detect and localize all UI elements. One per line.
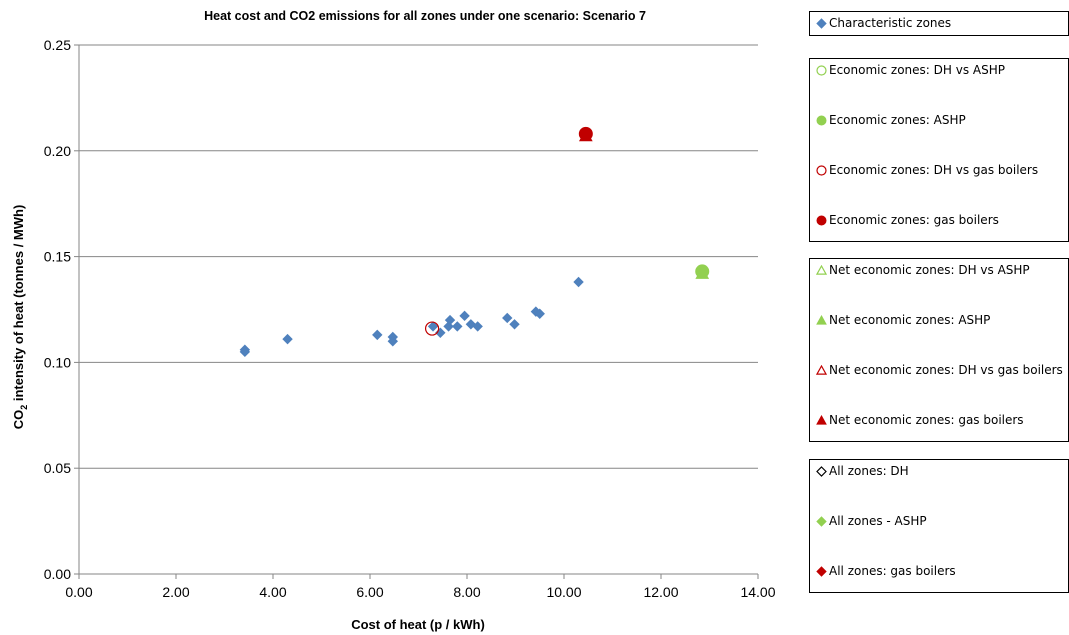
legend-label: Economic zones: DH vs gas boilers: [829, 163, 1039, 177]
x-tick-label: 10.00: [546, 584, 581, 600]
legend-group: All zones: DH All zones - ASHP All zones: …: [809, 459, 1069, 593]
legend-label: Economic zones: DH vs ASHP: [829, 63, 1005, 77]
legend-item: Net economic zones: DH vs ASHP: [816, 263, 1030, 277]
x-tick-label: 14.00: [740, 584, 775, 600]
data-point: [387, 336, 399, 347]
legend-label: Net economic zones: gas boilers: [829, 413, 1024, 427]
legend-item: All zones: gas boilers: [816, 564, 956, 578]
legend-marker: [816, 465, 827, 477]
axes: 0.00 0.05 0.10 0.15 0.20 0.25 0.00 2.00 4.00 6.00…: [44, 37, 776, 600]
data-point: [427, 321, 439, 332]
legend-marker-shape: [816, 264, 827, 275]
legend-label: Net economic zones: ASHP: [829, 313, 991, 327]
legend-marker-shape: [816, 515, 827, 527]
legend-marker: [816, 515, 827, 527]
legend-marker: [816, 115, 827, 125]
legend-marker-shape: [816, 414, 827, 425]
legend-marker-shape: [816, 465, 827, 477]
legend-label: Net economic zones: DH vs ASHP: [829, 263, 1030, 277]
gridlines: [79, 44, 758, 469]
x-tick-label: 0.00: [65, 584, 92, 600]
legend-marker: [816, 264, 827, 275]
data-points: [239, 126, 710, 358]
data-point: [695, 264, 710, 279]
legend-label: All zones - ASHP: [829, 514, 927, 528]
legend-marker: [816, 164, 827, 176]
legend-marker: [816, 314, 827, 325]
legend-label: Economic zones: ASHP: [829, 113, 966, 127]
data-point: [502, 312, 513, 324]
legend-marker: [816, 565, 827, 577]
data-point: [282, 333, 293, 345]
legend-label: Net economic zones: DH vs gas boilers: [829, 363, 1063, 377]
legend-group: Economic zones: DH vs ASHP Economic zones…: [809, 58, 1069, 242]
legend-item: Economic zones: gas boilers: [816, 213, 999, 227]
legend-label: Economic zones: gas boilers: [829, 213, 999, 227]
legend-marker: [816, 64, 827, 76]
legend-group: Net economic zones: DH vs ASHP Net econom…: [809, 258, 1069, 442]
legend-item: Net economic zones: gas boilers: [816, 413, 1024, 427]
legend-marker: [816, 215, 827, 225]
data-point: [452, 321, 463, 332]
y-tick-label: 0.05: [44, 460, 71, 476]
data-point: [573, 276, 584, 288]
x-tick-label: 2.00: [162, 584, 189, 600]
legend-item: Economic zones: ASHP: [816, 113, 966, 127]
data-point: [239, 346, 251, 358]
legend-marker-shape: [816, 164, 827, 176]
legend-marker-shape: [816, 565, 827, 577]
legend-marker-shape: [816, 115, 827, 125]
y-tick-label: 0.25: [44, 37, 71, 53]
legend-item: Net economic zones: ASHP: [816, 313, 990, 327]
legend-item: Characteristic zones: [816, 16, 951, 30]
legend-marker-shape: [816, 314, 827, 325]
legend-item: Economic zones: DH vs ASHP: [816, 63, 1005, 77]
chart-title: Heat cost and CO2 emissions for all zone…: [204, 9, 646, 23]
legend-marker-shape: [816, 364, 827, 375]
legend-marker: [816, 414, 827, 425]
legend-marker: [816, 17, 827, 29]
legend-marker-shape: [816, 17, 827, 29]
x-axis-label: Cost of heat (p / kWh): [351, 617, 485, 632]
legend-item: Net economic zones: DH vs gas boilers: [816, 363, 1063, 377]
legend-item: All zones - ASHP: [816, 514, 927, 528]
legend-label: All zones: gas boilers: [829, 564, 956, 578]
y-tick-label: 0.10: [44, 354, 71, 370]
data-point: [472, 321, 483, 332]
legend-marker-shape: [816, 64, 827, 76]
y-tick-label: 0.20: [44, 143, 71, 159]
x-tick-label: 8.00: [453, 584, 480, 600]
y-axis-label: CO2 intensity of heat (tonnes / MWh): [11, 205, 29, 430]
data-point: [372, 329, 383, 341]
y-tick-label: 0.00: [44, 566, 71, 582]
legend-marker-shape: [816, 215, 827, 225]
x-tick-label: 4.00: [259, 584, 286, 600]
y-tick-label: 0.15: [44, 249, 71, 265]
data-point: [444, 314, 456, 326]
legend-label: Characteristic zones: [829, 16, 952, 30]
legend-item: All zones: DH: [816, 464, 909, 478]
chart-plot: Heat cost and CO2 emissions for all zone…: [11, 9, 776, 632]
x-tick-label: 12.00: [643, 584, 678, 600]
legend-marker: [816, 364, 827, 375]
data-point: [534, 308, 545, 319]
legend-label: All zones: DH: [829, 464, 909, 478]
x-tick-label: 6.00: [356, 584, 383, 600]
legend-group: Characteristic zones: [809, 11, 1069, 36]
data-point: [459, 310, 470, 322]
legend-item: Economic zones: DH vs gas boilers: [816, 163, 1038, 177]
data-point: [578, 126, 593, 141]
data-point: [424, 321, 440, 336]
data-point: [509, 319, 520, 330]
